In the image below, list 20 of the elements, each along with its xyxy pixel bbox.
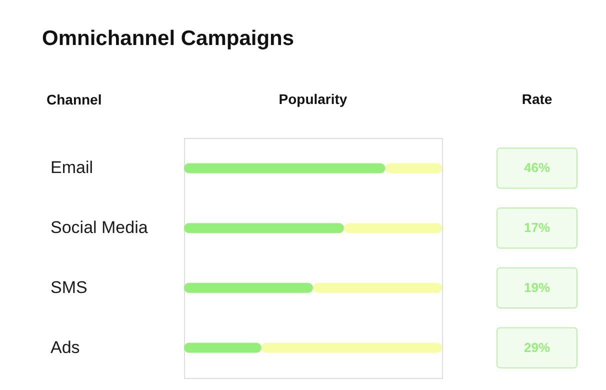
bar (184, 163, 386, 174)
text: 46% (524, 160, 550, 176)
y-tick-label: Email (50, 158, 94, 178)
chart-title: Omnichannel Campaigns (42, 27, 294, 50)
bar (344, 223, 442, 234)
bar (385, 163, 442, 174)
bar (184, 223, 344, 234)
x-axis-title: Popularity (278, 91, 348, 107)
bar (184, 282, 313, 293)
y-tick-label: Ads (50, 338, 80, 357)
bar (261, 342, 442, 353)
y-tick-label: SMS (50, 278, 88, 297)
text: 17% (524, 220, 550, 236)
y-axis-title: Channel (46, 92, 102, 108)
bar (184, 342, 262, 353)
text: 29% (524, 340, 550, 355)
text: Rate (522, 91, 552, 107)
y-tick-label: Social Media (50, 218, 148, 238)
text: 19% (524, 280, 550, 295)
bar (313, 282, 442, 293)
